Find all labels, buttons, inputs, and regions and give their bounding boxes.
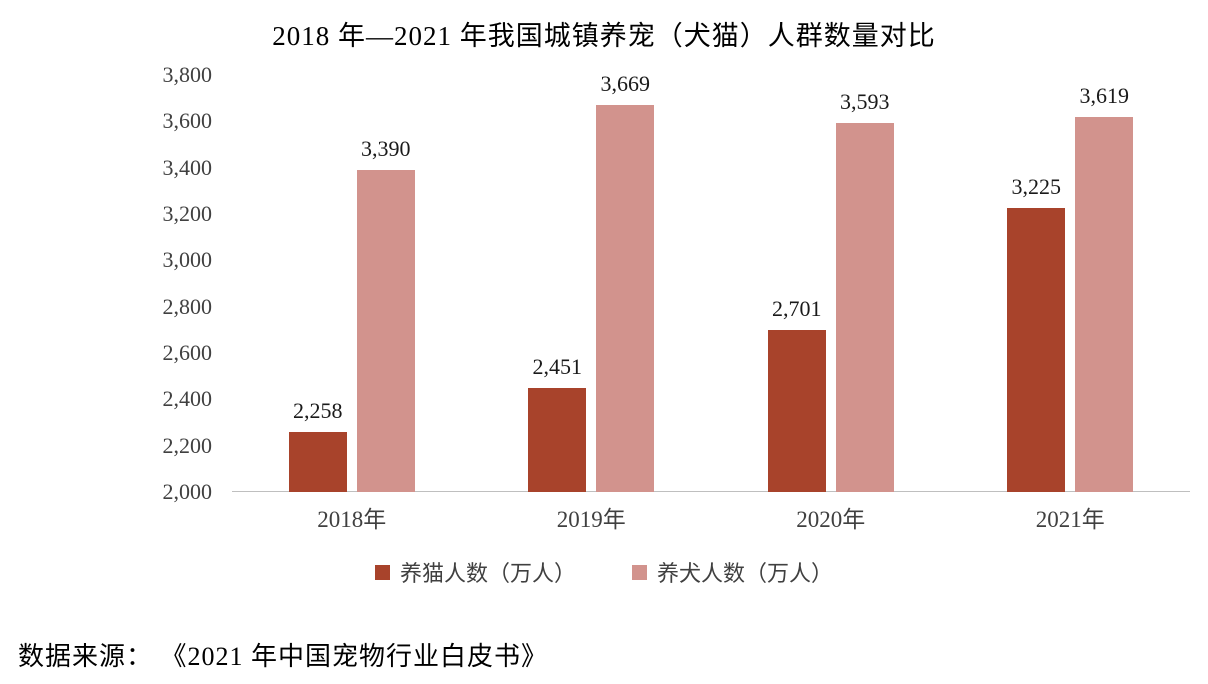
y-tick-label: 2,400: [162, 386, 213, 412]
x-tick-label: 2020年: [796, 507, 866, 532]
legend-label: 养猫人数（万人）: [399, 561, 576, 586]
y-tick-label: 2,800: [162, 293, 213, 319]
y-tick-label: 2,200: [162, 432, 213, 458]
x-axis: 2018年 2019年 2020年 2021年: [232, 500, 1190, 532]
bar-2019年-series-0: [528, 387, 587, 492]
y-tick-label: 3,600: [162, 108, 213, 134]
chart-title: 2018 年—2021 年我国城镇养宠（犬猫）人群数量对比: [272, 21, 936, 51]
bar-value-label: 3,225: [1011, 174, 1062, 200]
legend: 养猫人数（万人） 养犬人数（万人）: [0, 556, 1208, 588]
bar-value-label: 3,619: [1079, 82, 1130, 108]
bar-2018年-series-1: [356, 169, 415, 492]
x-tick-label: 2021年: [1035, 507, 1105, 532]
bar-value-label: 2,258: [293, 398, 343, 424]
bar-value-label: 3,593: [840, 88, 890, 114]
x-axis-line: [232, 491, 1190, 492]
legend-label: 养犬人数（万人）: [657, 561, 834, 586]
x-tick-label: 2019年: [556, 507, 626, 532]
legend-swatch-icon: [374, 564, 390, 580]
bar-2021年-series-1: [1075, 116, 1134, 492]
bar-2020年-series-1: [835, 122, 894, 492]
bar-2018年-series-0: [288, 432, 347, 492]
y-tick-label: 3,200: [162, 201, 213, 226]
bar-2021年-series-0: [1007, 208, 1066, 492]
bar-2019年-series-1: [596, 105, 655, 492]
y-axis: 2,000 2,200 2,400 2,600 2,800 3,000 3,200 3,400…: [0, 62, 213, 504]
bar-2020年-series-0: [767, 329, 826, 492]
y-tick-label: 2,000: [162, 479, 213, 504]
bar-value-label: 2,451: [532, 353, 583, 379]
y-tick-label: 3,800: [162, 62, 213, 87]
legend-item-0: 养猫人数（万人）: [374, 556, 576, 588]
y-tick-label: 3,400: [162, 154, 213, 180]
y-tick-label: 2,600: [162, 340, 213, 365]
bar-value-label: 3,669: [600, 71, 651, 97]
bar-value-label: 2,701: [772, 295, 822, 321]
legend-item-1: 养犬人数（万人）: [632, 556, 833, 588]
y-tick-label: 3,000: [162, 247, 213, 273]
plot-area: 2,258 3,390 2,451 3,669 2,701 3,593 3,225 3,619: [232, 71, 1190, 492]
x-tick-label: 2018年: [317, 507, 387, 532]
legend-swatch-icon: [632, 564, 647, 580]
data-source: 数据来源： 《2021 年中国宠物行业白皮书》: [18, 642, 549, 671]
bar-value-label: 3,390: [361, 135, 411, 161]
